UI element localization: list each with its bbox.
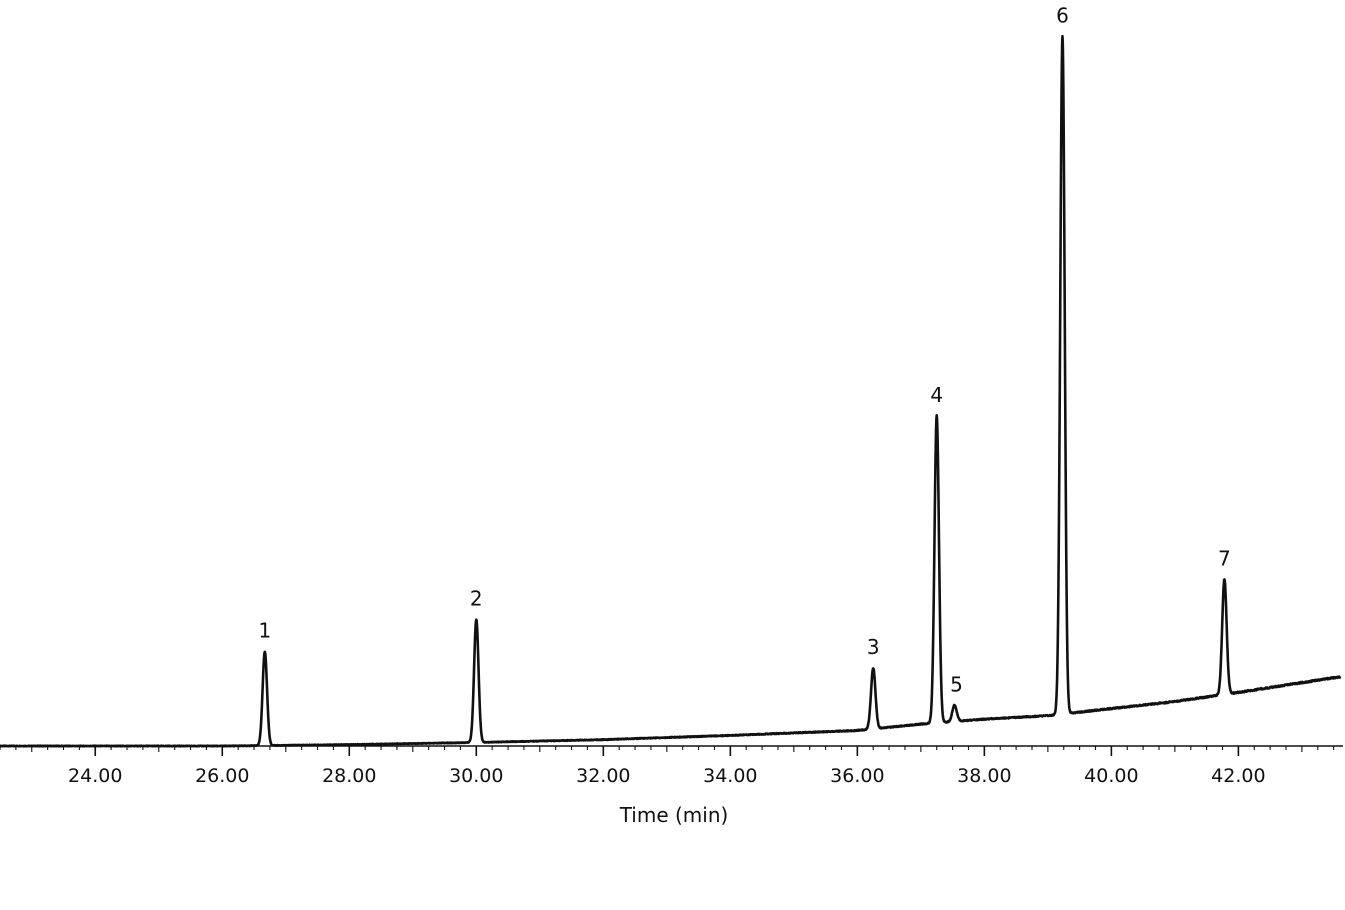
x-tick-label: 42.00: [1211, 765, 1265, 787]
x-tick-label: 24.00: [68, 765, 122, 787]
x-axis-tick-labels: 24.00 26.00 28.00 30.00 32.00 34.00 36.00 38.00…: [68, 765, 1266, 787]
x-tick-label: 34.00: [703, 765, 757, 787]
peak-label-6: 6: [1056, 3, 1069, 27]
x-tick-label: 30.00: [449, 765, 503, 787]
peak-label-3: 3: [867, 635, 880, 659]
peak-label-2: 2: [470, 587, 483, 611]
x-tick-label: 28.00: [322, 765, 376, 787]
x-tick-label: 26.00: [195, 765, 249, 787]
x-tick-label: 32.00: [576, 765, 630, 787]
peak-labels: 1 2 3 4 5 6 7: [258, 3, 1230, 696]
peak-label-5: 5: [950, 672, 963, 696]
x-tick-label: 38.00: [957, 765, 1011, 787]
x-tick-label: 40.00: [1084, 765, 1138, 787]
peak-label-1: 1: [258, 619, 271, 643]
chromatogram-trace: [0, 34, 1342, 748]
x-tick-label: 36.00: [830, 765, 884, 787]
x-axis-ticks: [0, 746, 1335, 756]
peak-label-7: 7: [1218, 546, 1231, 570]
x-axis-title: Time (min): [619, 803, 729, 827]
peak-label-4: 4: [930, 383, 943, 407]
